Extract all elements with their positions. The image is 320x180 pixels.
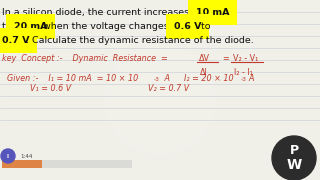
Text: 10 mA: 10 mA [196,8,229,17]
Text: P: P [289,145,299,158]
Text: W: W [286,158,302,172]
Text: to: to [198,22,211,31]
Text: In a silicon diode, the current increases from: In a silicon diode, the current increase… [2,8,217,17]
Text: =: = [222,54,229,63]
FancyBboxPatch shape [2,160,42,168]
Circle shape [105,45,215,155]
Text: to: to [2,22,14,31]
Text: 0.6 V: 0.6 V [174,22,202,31]
Text: V₁ = 0.6 V: V₁ = 0.6 V [30,84,71,93]
Text: I₂ - I₁: I₂ - I₁ [234,68,253,77]
Text: -3: -3 [154,77,160,82]
FancyBboxPatch shape [2,160,132,168]
Text: when the voltage changes from: when the voltage changes from [40,22,197,31]
Text: 20 mA: 20 mA [14,22,47,31]
Circle shape [272,136,316,180]
Text: V₂ = 0.7 V: V₂ = 0.7 V [148,84,189,93]
Text: ΔV: ΔV [199,54,210,63]
Text: ΔI: ΔI [200,68,208,77]
Text: . Calculate the dynamic resistance of the diode.: . Calculate the dynamic resistance of th… [26,36,254,45]
Text: A: A [248,74,253,83]
Text: key  Concept :-    Dynamic  Resistance  =: key Concept :- Dynamic Resistance = [2,54,168,63]
Text: -3: -3 [241,77,247,82]
Text: 1:44: 1:44 [20,154,32,159]
Text: V₂ - V₁: V₂ - V₁ [233,54,258,63]
Circle shape [1,149,15,163]
Text: I₂ = 20 × 10: I₂ = 20 × 10 [184,74,234,83]
Text: A: A [162,74,170,83]
Text: 0.7 V: 0.7 V [2,36,29,45]
Text: Given :-    I₁ = 10 mA  = 10 × 10: Given :- I₁ = 10 mA = 10 × 10 [2,74,138,83]
Text: II: II [6,154,10,159]
